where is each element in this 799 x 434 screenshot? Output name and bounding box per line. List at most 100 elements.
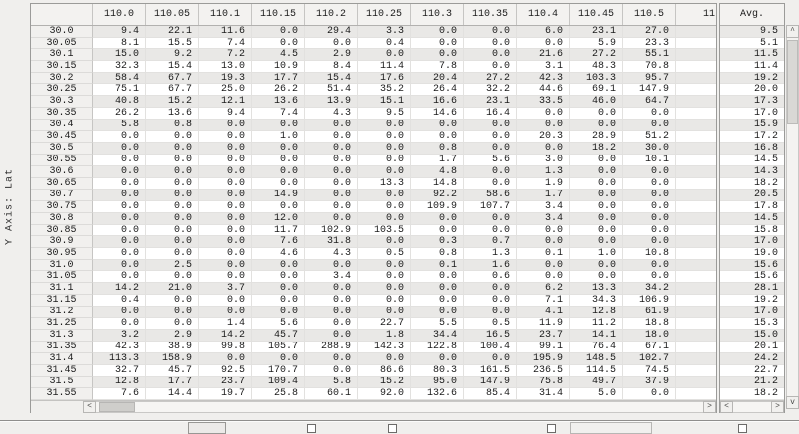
row-header-cell: 31.15 — [31, 294, 93, 307]
truncated-cell — [676, 189, 716, 202]
table-cell: 27.2 — [464, 72, 517, 85]
table-cell: 14.6 — [411, 107, 464, 120]
table-cell: 0.0 — [464, 131, 517, 143]
truncated-cell — [676, 248, 716, 260]
table-cell: 0.0 — [570, 177, 623, 190]
avg-cell: 15.0 — [720, 330, 784, 342]
table-cell: 0.0 — [623, 119, 676, 132]
table-cell: 103.3 — [570, 72, 623, 85]
row-header-cell: 30.75 — [31, 201, 93, 213]
clipped-button[interactable] — [570, 422, 652, 434]
row-header-cell: 31.05 — [31, 271, 93, 284]
table-cell: 0.1 — [411, 259, 464, 272]
table-row: 31.15 0.4 0.0 0.0 0.0 0.0 0.0 0.0 0.0 7.1 34.3 106.… — [31, 294, 716, 307]
table-cell: 0.0 — [411, 271, 464, 284]
truncated-cell — [676, 224, 716, 237]
table-cell: 107.7 — [464, 201, 517, 213]
avg-cell: 14.3 — [720, 166, 784, 178]
table-cell: 0.1 — [517, 248, 570, 260]
table-row: 30.95 0.0 0.0 0.0 4.6 4.3 0.5 0.8 1.3 0.1 1.0 10.8 — [31, 248, 716, 260]
table-cell: 0.0 — [146, 248, 199, 260]
table-cell: 8.4 — [305, 61, 358, 73]
table-cell: 0.0 — [358, 189, 411, 202]
table-cell: 92.0 — [358, 388, 411, 400]
table-cell: 34.4 — [411, 329, 464, 342]
table-cell: 0.0 — [252, 166, 305, 178]
table-cell: 11.2 — [570, 318, 623, 330]
corner-header-cell — [31, 4, 93, 25]
table-cell: 51.4 — [305, 84, 358, 97]
truncated-cell — [676, 271, 716, 284]
table-cell: 0.0 — [252, 201, 305, 213]
row-header-cell: 31.25 — [31, 318, 93, 330]
grid-rows: 30.0 9.4 22.1 11.6 0.0 29.4 3.3 0.0 0.0 6.0 23.1 27… — [31, 26, 716, 400]
table-cell: 14.2 — [199, 329, 252, 342]
table-cell: 4.8 — [411, 166, 464, 178]
bottom-divider — [0, 420, 799, 422]
row-header-cell: 30.25 — [31, 84, 93, 97]
table-cell: 23.1 — [570, 26, 623, 38]
avg-scroll-track[interactable] — [733, 401, 771, 413]
table-cell: 114.5 — [570, 364, 623, 377]
table-cell: 0.0 — [464, 142, 517, 155]
avg-cell: 19.2 — [720, 73, 784, 85]
table-cell: 1.4 — [199, 318, 252, 330]
table-cell: 51.2 — [623, 131, 676, 143]
scroll-right-button[interactable]: > — [703, 401, 716, 413]
table-cell: 27.0 — [623, 26, 676, 38]
truncated-cell — [676, 376, 716, 389]
scroll-down-button[interactable]: v — [786, 396, 799, 409]
table-cell: 7.6 — [252, 236, 305, 249]
table-row: 30.6 0.0 0.0 0.0 0.0 0.0 0.0 4.8 0.0 1.3 0.0 0.0 — [31, 166, 716, 178]
scroll-up-button[interactable]: ^ — [786, 25, 799, 38]
table-cell: 0.0 — [305, 294, 358, 307]
truncated-cell — [676, 318, 716, 330]
table-cell: 1.6 — [464, 259, 517, 272]
lat-lon-data-grid: 110.0 110.05 110.1 110.15 110.2 110.25 110.3 11… — [30, 3, 717, 414]
table-cell: 0.0 — [358, 353, 411, 365]
table-cell: 25.0 — [199, 84, 252, 97]
table-cell: 15.0 — [93, 49, 146, 62]
table-cell: 5.8 — [305, 376, 358, 389]
table-cell: 0.0 — [93, 189, 146, 202]
scroll-left-button[interactable]: < — [83, 401, 96, 413]
table-cell: 13.6 — [252, 96, 305, 108]
vertical-scroll-track[interactable] — [786, 38, 799, 396]
clipped-input-field[interactable] — [188, 422, 226, 434]
truncated-cell — [676, 154, 716, 167]
horizontal-scroll-thumb[interactable] — [99, 402, 135, 412]
row-header-cell: 30.6 — [31, 166, 93, 178]
avg-scroll-left-button[interactable]: < — [720, 401, 733, 413]
table-cell: 31.4 — [517, 388, 570, 400]
avg-cell: 15.3 — [720, 318, 784, 330]
vertical-scroll-thumb[interactable] — [787, 40, 798, 124]
y-axis-label: Y Axis: Lat — [4, 168, 16, 246]
table-cell: 0.0 — [146, 166, 199, 178]
avg-cell: 20.1 — [720, 341, 784, 354]
table-cell: 95.7 — [623, 72, 676, 85]
avg-cell: 17.8 — [720, 201, 784, 213]
table-cell: 44.6 — [517, 84, 570, 97]
avg-scroll-right-button[interactable]: > — [771, 401, 784, 413]
table-cell: 0.0 — [93, 177, 146, 190]
row-header-cell: 30.35 — [31, 107, 93, 120]
table-cell: 33.5 — [517, 96, 570, 108]
table-cell: 0.0 — [146, 236, 199, 249]
row-header-cell: 30.4 — [31, 119, 93, 132]
table-cell: 0.0 — [199, 166, 252, 178]
table-cell: 0.0 — [517, 236, 570, 249]
table-cell: 0.0 — [411, 37, 464, 50]
table-cell: 0.0 — [146, 306, 199, 319]
table-cell: 11.7 — [252, 224, 305, 237]
avg-cell: 19.0 — [720, 248, 784, 260]
table-cell: 11.6 — [199, 26, 252, 38]
table-cell: 1.3 — [517, 166, 570, 178]
table-cell: 0.0 — [464, 61, 517, 73]
table-cell: 32.7 — [93, 364, 146, 377]
table-cell: 2.9 — [305, 49, 358, 62]
table-cell: 236.5 — [517, 364, 570, 377]
table-cell: 0.5 — [464, 318, 517, 330]
table-cell: 9.4 — [93, 26, 146, 38]
truncated-cell — [676, 236, 716, 249]
horizontal-scroll-track[interactable] — [96, 401, 703, 413]
